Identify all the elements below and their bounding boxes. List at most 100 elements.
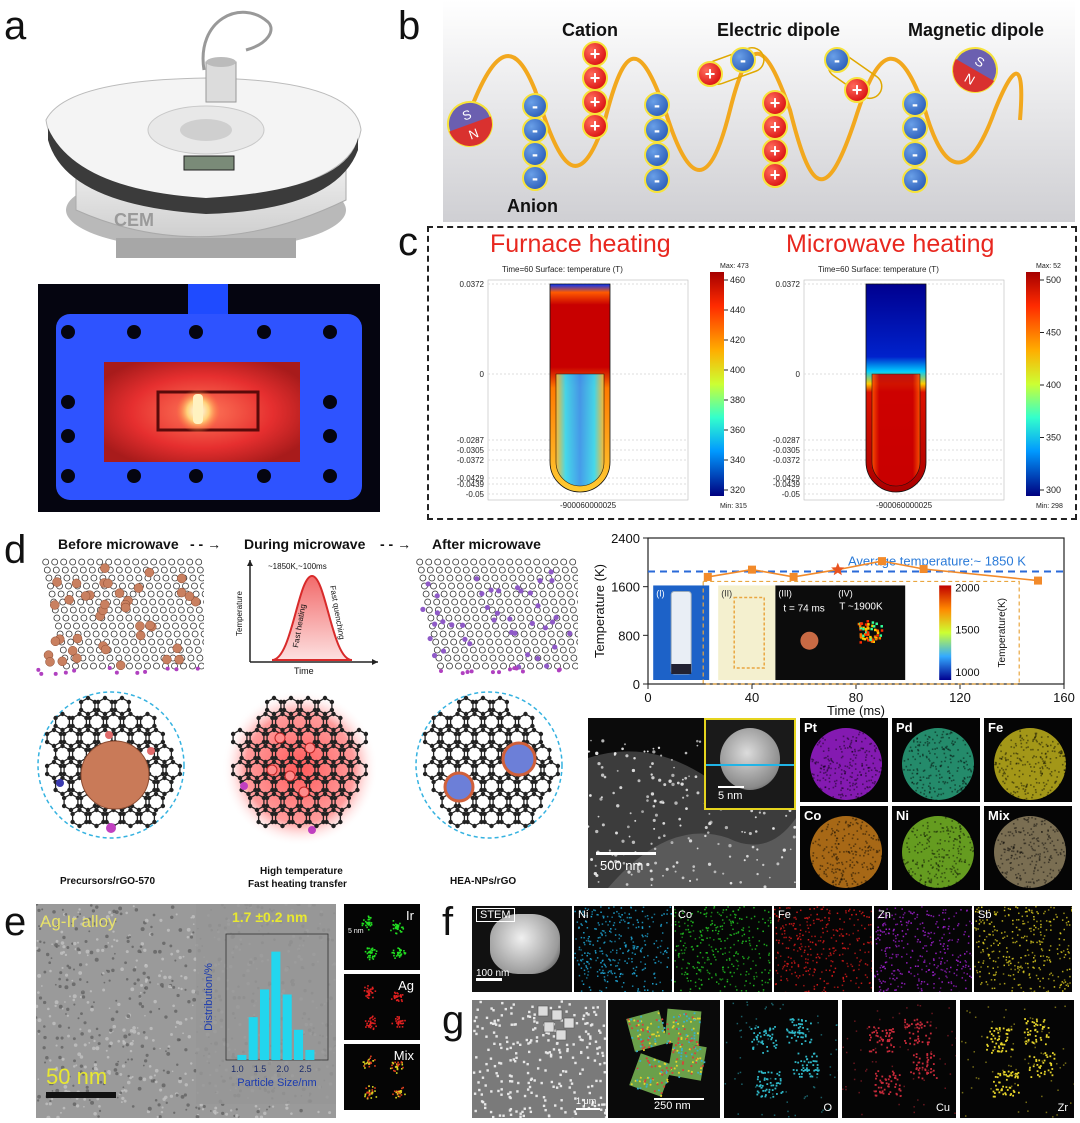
ag-ir-map-ag: Ag [344, 974, 420, 1040]
tem-scale-bar [654, 1098, 704, 1100]
average-temperature-label: Average temperature:~ 1850 K [848, 553, 1026, 568]
svg-text:+: + [590, 68, 601, 88]
chart-colorbar-tick: 1500 [955, 625, 979, 637]
stem-label: STEM [476, 908, 515, 922]
chart-colorbar [939, 585, 952, 680]
panel-g-element-label: O [823, 1102, 832, 1114]
panel-f-stem-image: STEM 100 nm [472, 906, 572, 992]
colorbar [1026, 272, 1040, 496]
panel-g-map-zr: Zr [960, 1000, 1074, 1118]
panel-g-map-o: O [724, 1000, 838, 1118]
chart-colorbar-tick: 1000 [955, 667, 979, 679]
hea-nanoparticle [491, 617, 497, 623]
histogram-bar [248, 1017, 258, 1060]
element-map-pd: Pd [892, 718, 980, 802]
sim-y-tick: 0 [480, 370, 485, 379]
precursor-particle [100, 563, 110, 573]
precursor-particle [45, 657, 55, 667]
precursor-particle [176, 573, 187, 584]
precursor-particle [184, 591, 195, 601]
colorbar-max: Max: 473 [720, 263, 749, 270]
element-map-label: Pd [896, 720, 913, 735]
furnace-heating-title: Furnace heating [490, 230, 671, 258]
svg-text:+: + [770, 117, 781, 137]
precursor-particle [80, 591, 91, 601]
precursor-particle [50, 636, 61, 647]
hea-nanoparticle [425, 581, 431, 587]
colorbar-min: Min: 298 [1036, 503, 1063, 510]
precursor-particle [174, 654, 184, 665]
svg-text:-: - [654, 95, 660, 115]
svg-text:-: - [834, 50, 840, 70]
histogram-bar [305, 1049, 315, 1060]
precursor-particle [120, 602, 131, 613]
hea-nanoparticle [431, 652, 438, 659]
ag-ir-alloy-label: Ag-Ir alloy [40, 912, 117, 931]
tem-scale-label: 50 nm [46, 1064, 108, 1089]
during-microwave-label: During microwave [244, 536, 366, 552]
sim-y-tick: -0.05 [466, 490, 485, 499]
hea-nanoparticle [460, 622, 466, 628]
before-microwave-label: Before microwave [58, 536, 179, 552]
pulse-label: ~1850K,~100ms [268, 562, 327, 571]
svg-text:+: + [590, 116, 601, 136]
panel-f-element-label: Sb [978, 909, 992, 921]
colorbar-tick: 500 [1046, 275, 1061, 285]
precursor-particle [64, 594, 74, 605]
histogram-bar [294, 1029, 304, 1060]
hea-nanoparticle [507, 616, 513, 622]
chart-colorbar-label: Temperature(K) [997, 598, 1008, 667]
panel-label-c: c [398, 220, 418, 264]
chart-y-tick: 800 [618, 628, 640, 643]
element-map-label: Ni [896, 808, 909, 823]
sim-y-tick: -0.0287 [457, 436, 485, 445]
sim-y-tick: 0 [796, 370, 801, 379]
ag-ir-map-ir: Ir 5 nm [344, 904, 420, 970]
panel-label-f: f [442, 900, 454, 944]
hea-nanoparticle [518, 588, 524, 594]
chart-data-point [1034, 576, 1042, 585]
panel-f-map-fe: Fe [774, 906, 872, 992]
chart-x-tick: 160 [1053, 690, 1075, 705]
panel-g-element-label: Cu [935, 1102, 950, 1114]
electric-dipole-negative [730, 47, 756, 73]
precursor-particle [172, 643, 183, 654]
svg-text:-: - [532, 144, 538, 164]
panel-g-overlay-image: 250 nm [608, 1000, 720, 1118]
ag-ir-map-label: Ir [406, 908, 414, 923]
precursor-particle [144, 567, 155, 578]
hea-nanoparticle [527, 590, 534, 596]
graphene-after-sheet [410, 556, 597, 676]
sim-x-tick: -900060000025 [876, 501, 933, 510]
histogram-x-tick: 2.5 [299, 1064, 312, 1074]
chart-data-point [919, 565, 928, 574]
hea-nanoparticle [543, 663, 550, 669]
cation-label: Cation [562, 20, 618, 40]
histogram-x-label: Particle Size/nm [237, 1077, 316, 1089]
element-map-label: Fe [988, 720, 1004, 735]
hea-nanoparticle [496, 588, 502, 594]
graphene-before-sheet [36, 556, 223, 676]
inset-label: (II) [721, 588, 732, 598]
panel-label-b: b [398, 4, 421, 48]
panel-label-a: a [4, 4, 27, 48]
precursor-particle [71, 578, 82, 589]
panel-label-g: g [442, 998, 465, 1042]
precursor-particle [50, 600, 60, 610]
hea-np-zoom-circle [414, 690, 564, 840]
tem-scale-label: 250 nm [654, 1100, 691, 1112]
histogram-x-tick: 2.0 [276, 1064, 289, 1074]
ag-ir-map-scale: 5 nm [348, 928, 364, 935]
hea-nanoparticle [549, 619, 556, 625]
hea-nanoparticle [535, 603, 541, 609]
precursor-particle [114, 588, 125, 598]
precursor-particle [135, 630, 146, 641]
electric-dipole-positive [844, 77, 870, 103]
hea-particle [501, 741, 537, 777]
cation-ion [582, 113, 608, 139]
inset-temperature-text: T ~1900K [839, 601, 883, 612]
inset-label: (IV) [838, 588, 853, 598]
zoom-scale-label: 5 nm [718, 790, 743, 802]
svg-text:-: - [912, 94, 918, 114]
temperature-pulse-graph: ~1850K,~100ms Temperature Time Fast heat… [232, 556, 382, 678]
